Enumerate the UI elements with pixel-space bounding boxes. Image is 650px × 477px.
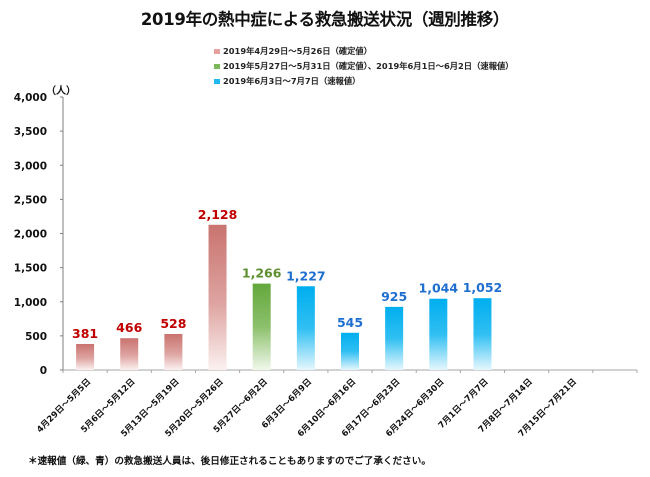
data-label: 466 (116, 320, 142, 335)
bar-preliminary (341, 332, 359, 370)
data-label: 925 (381, 289, 407, 304)
bar-preliminary (473, 298, 492, 370)
y-tick-label: 2,500 (14, 194, 47, 206)
chart-title: 2019年の熱中症による救急搬送状況（週別推移） (140, 10, 510, 29)
bar-confirmed (164, 333, 183, 370)
data-label: 381 (72, 326, 98, 341)
y-tick-label: 1,000 (14, 297, 47, 309)
data-label: 545 (337, 315, 363, 330)
y-tick-label: 1,500 (14, 263, 47, 275)
data-label: 1,227 (286, 268, 326, 283)
legend-label: 2019年6月3日～7月7日（速報値） (223, 76, 361, 86)
y-tick-label: 0 (40, 365, 47, 377)
bar-confirmed (76, 343, 95, 370)
y-tick-label: 500 (25, 331, 47, 343)
y-axis-unit-label: （人） (46, 84, 76, 97)
y-tick-label: 3,000 (14, 160, 47, 172)
legend-label: 2019年4月29日～5月26日（確定値） (223, 46, 372, 56)
data-label: 1,052 (463, 280, 503, 295)
legend-item-mixed: 2019年5月27日～5月31日（確定値）、2019年6月1日～6月2日（速報値… (214, 59, 514, 74)
chart-legend: 2019年4月29日～5月26日（確定値） 2019年5月27日～5月31日（確… (214, 44, 514, 89)
y-tick-label: 2,000 (14, 229, 47, 241)
y-tick-label: 3,500 (14, 126, 47, 138)
legend-item-confirmed: 2019年4月29日～5月26日（確定値） (214, 44, 514, 59)
legend-swatch-preliminary (214, 79, 220, 84)
bar-preliminary (429, 298, 448, 370)
bar-preliminary (296, 286, 315, 370)
legend-label: 2019年5月27日～5月31日（確定値）、2019年6月1日～6月2日（速報値… (223, 61, 514, 71)
bar-preliminary (385, 306, 404, 370)
data-label: 2,128 (198, 207, 238, 222)
y-tick-label: 4,000 (14, 92, 47, 104)
bar-confirmed (208, 224, 227, 370)
data-label: 1,266 (242, 266, 282, 281)
data-label: 528 (160, 316, 186, 331)
footnote: ＊速報値（緑、青）の救急搬送人員は、後日修正されることもありますのでご了承くださ… (28, 456, 431, 467)
bar-confirmed (120, 338, 139, 370)
legend-swatch-mixed (214, 64, 220, 69)
legend-item-preliminary: 2019年6月3日～7月7日（速報値） (214, 74, 514, 89)
legend-swatch-confirmed (214, 49, 220, 54)
bar-mixed (252, 283, 271, 370)
data-label: 1,044 (419, 281, 459, 296)
